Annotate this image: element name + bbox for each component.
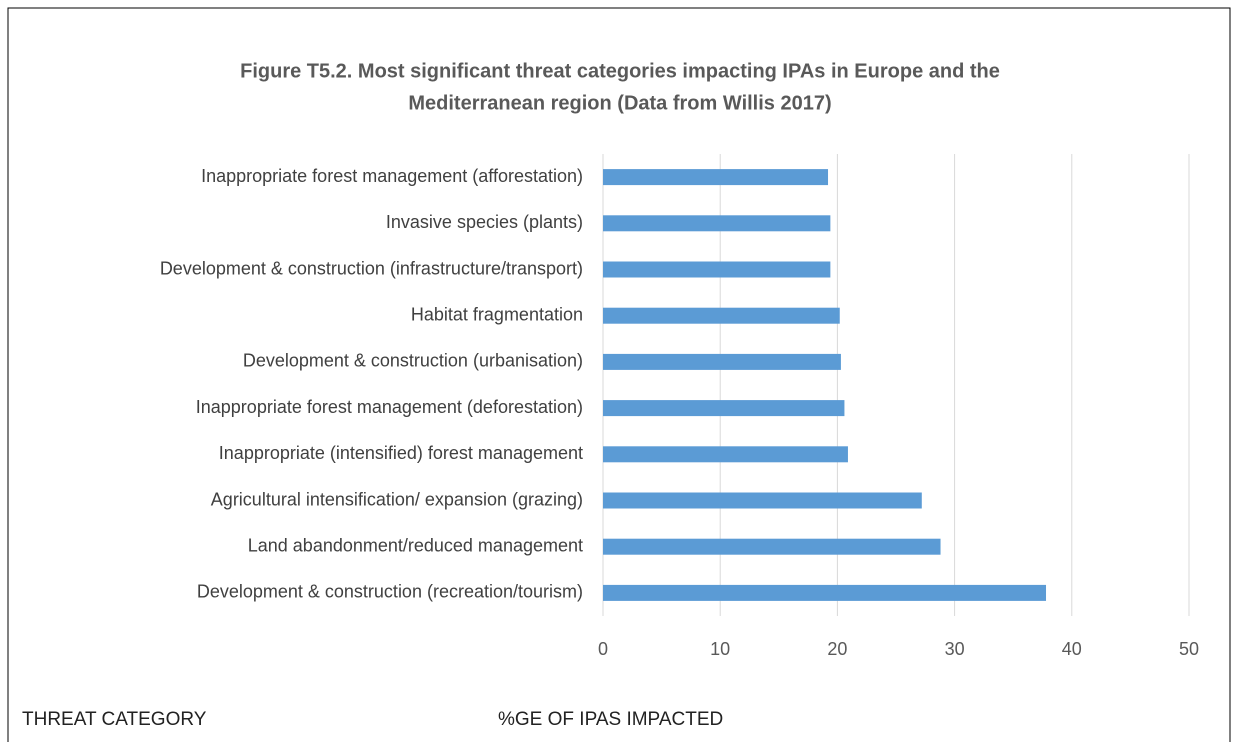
bar <box>603 215 831 232</box>
y-tick-label: Development & construction (urbanisation… <box>243 351 583 371</box>
bar <box>603 307 840 324</box>
y-tick-label: Land abandonment/reduced management <box>248 535 583 555</box>
x-tick-label: 50 <box>1179 639 1199 659</box>
chart-title: Mediterranean region (Data from Willis 2… <box>408 92 831 114</box>
bar <box>603 492 922 509</box>
y-tick-label: Development & construction (recreation/t… <box>197 582 583 602</box>
x-tick-label: 20 <box>827 639 847 659</box>
x-tick-label: 0 <box>598 639 608 659</box>
x-tick-label: 40 <box>1062 639 1082 659</box>
bar <box>603 169 829 186</box>
y-tick-label: Inappropriate (intensified) forest manag… <box>219 443 583 463</box>
bar <box>603 584 1047 601</box>
chart-title: Figure T5.2. Most significant threat cat… <box>240 60 1000 82</box>
column-heading: THREAT CATEGORY <box>22 709 207 730</box>
x-tick-label: 10 <box>710 639 730 659</box>
column-heading: %GE OF IPAS IMPACTED <box>498 709 723 730</box>
x-tick-label: 30 <box>945 639 965 659</box>
bar <box>603 538 941 555</box>
bar <box>603 353 841 370</box>
bar <box>603 261 831 278</box>
chart-border <box>7 7 1231 742</box>
y-tick-label: Habitat fragmentation <box>411 304 583 324</box>
y-tick-label: Invasive species (plants) <box>386 212 583 232</box>
y-tick-label: Inappropriate forest management (defores… <box>196 397 583 417</box>
y-tick-label: Inappropriate forest management (affores… <box>201 166 583 186</box>
bar <box>603 400 845 417</box>
y-tick-label: Agricultural intensification/ expansion … <box>211 489 583 509</box>
bar <box>603 446 848 463</box>
y-tick-label: Development & construction (infrastructu… <box>160 258 583 278</box>
